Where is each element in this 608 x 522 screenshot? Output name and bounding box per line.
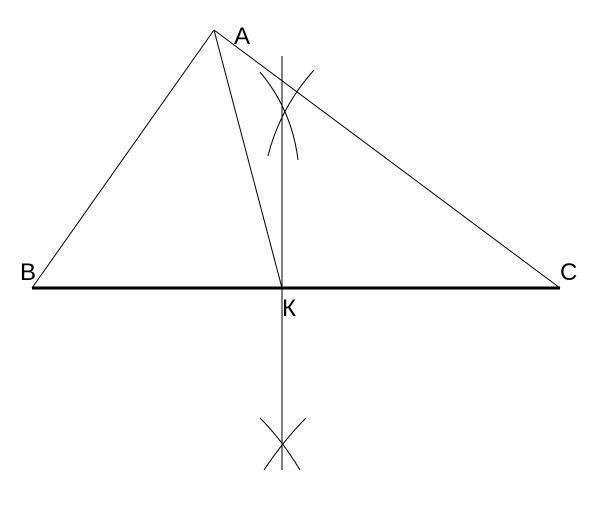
segment-ab (32, 30, 214, 288)
arc-bot-left (260, 418, 300, 470)
geometry-diagram: A B C К (0, 0, 608, 522)
arc-bot-right (264, 418, 306, 470)
label-k: К (282, 295, 296, 322)
segment-ac (214, 30, 560, 288)
arc-top-right (268, 70, 314, 156)
arc-top-left (260, 72, 298, 160)
segment-ak (214, 30, 282, 288)
label-b: B (20, 259, 36, 286)
label-c: C (560, 259, 577, 286)
label-a: A (234, 23, 250, 50)
